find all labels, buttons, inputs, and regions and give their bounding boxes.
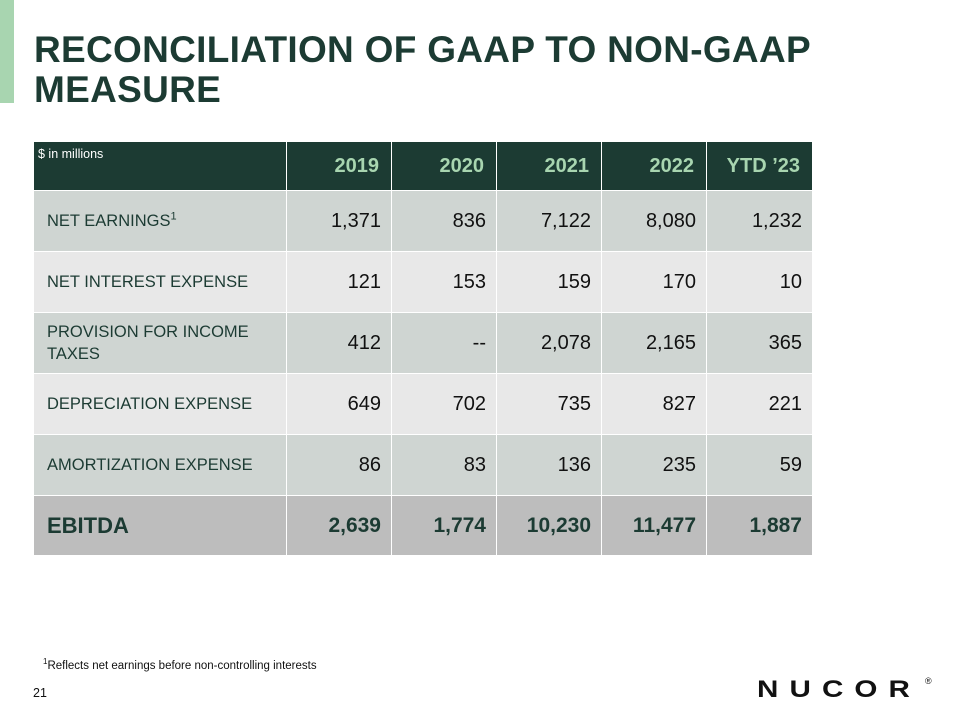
row-label-text: NET EARNINGS [47,212,171,230]
total-cell: 1,887 [706,495,813,556]
table-cell: 235 [601,434,707,496]
table-cell: 1,371 [286,190,392,252]
reconciliation-table: $ in millions 2019 2020 2021 2022 YTD ’2… [33,141,813,556]
table-cell: 649 [286,373,392,435]
row-label: AMORTIZATION EXPENSE [33,434,287,496]
table-cell: 221 [706,373,813,435]
row-label: DEPRECIATION EXPENSE [33,373,287,435]
nucor-logo: NUCOR ® [757,676,932,701]
column-header: 2020 [391,141,497,191]
registered-mark: ® [925,676,932,686]
column-header: 2019 [286,141,392,191]
row-label: NET INTEREST EXPENSE [33,251,287,313]
table-cell: 153 [391,251,497,313]
table-cell: 836 [391,190,497,252]
table-row: PROVISION FOR INCOME TAXES 412 -- 2,078 … [33,312,813,374]
table-cell: 170 [601,251,707,313]
row-label: PROVISION FOR INCOME TAXES [33,312,287,374]
table-cell: -- [391,312,497,374]
footnote: 1Reflects net earnings before non-contro… [43,657,317,672]
table-cell: 735 [496,373,602,435]
table-row: AMORTIZATION EXPENSE 86 83 136 235 59 [33,434,813,496]
table-cell: 136 [496,434,602,496]
table-cell: 2,078 [496,312,602,374]
table-cell: 365 [706,312,813,374]
table-cell: 412 [286,312,392,374]
table-header-row: $ in millions 2019 2020 2021 2022 YTD ’2… [33,141,813,191]
table-row: NET EARNINGS1 1,371 836 7,122 8,080 1,23… [33,190,813,252]
table-cell: 83 [391,434,497,496]
table-cell: 1,232 [706,190,813,252]
total-row: EBITDA 2,639 1,774 10,230 11,477 1,887 [33,495,813,556]
total-cell: 10,230 [496,495,602,556]
accent-bar [0,0,14,103]
table-cell: 159 [496,251,602,313]
unit-label: $ in millions [33,141,287,191]
table-row: DEPRECIATION EXPENSE 649 702 735 827 221 [33,373,813,435]
table-cell: 121 [286,251,392,313]
table-cell: 10 [706,251,813,313]
table-cell: 86 [286,434,392,496]
page-number: 21 [33,686,47,700]
logo-wordmark: NUCOR [757,676,921,701]
table-row: NET INTEREST EXPENSE 121 153 159 170 10 [33,251,813,313]
total-cell: 2,639 [286,495,392,556]
table-cell: 8,080 [601,190,707,252]
table-cell: 827 [601,373,707,435]
total-label: EBITDA [33,495,287,556]
column-header: YTD ’23 [706,141,813,191]
page-title: RECONCILIATION OF GAAP TO NON-GAAP MEASU… [34,29,811,110]
footnote-ref: 1 [170,210,177,223]
table-cell: 59 [706,434,813,496]
total-cell: 1,774 [391,495,497,556]
table-cell: 7,122 [496,190,602,252]
footnote-text: Reflects net earnings before non-control… [47,660,317,672]
total-cell: 11,477 [601,495,707,556]
table-cell: 702 [391,373,497,435]
column-header: 2021 [496,141,602,191]
column-header: 2022 [601,141,707,191]
footnote-marker: 1 [43,657,48,667]
row-label: NET EARNINGS1 [33,190,287,252]
table-cell: 2,165 [601,312,707,374]
